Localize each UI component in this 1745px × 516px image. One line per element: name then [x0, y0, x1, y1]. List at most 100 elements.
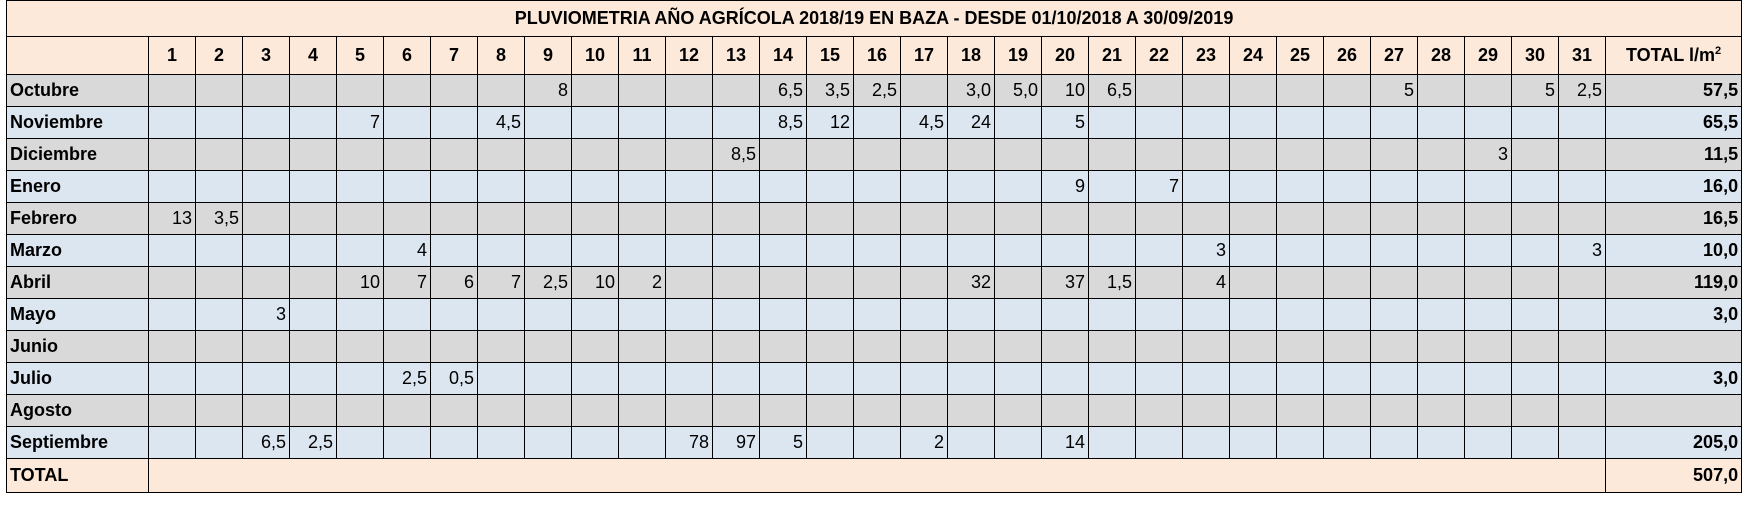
rain-cell	[383, 202, 431, 235]
rain-cell	[1417, 426, 1465, 459]
rain-cell	[524, 138, 572, 171]
rain-cell: 37	[1041, 266, 1089, 299]
rain-cell	[477, 170, 525, 203]
rain-cell: 3	[1464, 138, 1512, 171]
rain-cell: 5	[1370, 74, 1418, 107]
rain-cell	[148, 330, 196, 363]
rain-cell	[947, 394, 995, 427]
rain-cell	[242, 74, 290, 107]
rain-cell	[430, 234, 478, 267]
rain-cell	[1088, 330, 1136, 363]
rain-cell	[618, 298, 666, 331]
rain-cell	[383, 170, 431, 203]
rain-cell	[195, 266, 243, 299]
rain-cell	[853, 170, 901, 203]
rain-cell	[853, 202, 901, 235]
rain-cell	[1276, 202, 1324, 235]
month-row: Abril 10 7 6 7 2,5 10 2 32 37 1,5 4 119,0	[6, 266, 1743, 299]
rain-cell	[195, 330, 243, 363]
rain-cell	[1182, 426, 1230, 459]
rain-cell	[195, 138, 243, 171]
day-header: 1	[148, 36, 196, 75]
rain-cell	[289, 202, 337, 235]
rain-cell: 3	[1182, 234, 1230, 267]
rain-cell	[1182, 170, 1230, 203]
rain-cell	[1511, 138, 1559, 171]
rain-cell	[1370, 234, 1418, 267]
rain-cell	[1558, 298, 1606, 331]
rain-cell	[383, 298, 431, 331]
rain-cell	[1276, 74, 1324, 107]
rain-cell	[806, 138, 854, 171]
rain-cell	[1135, 138, 1183, 171]
rain-cell	[1417, 330, 1465, 363]
rain-cell: 4,5	[900, 106, 948, 139]
rain-cell	[1229, 298, 1277, 331]
rain-cell: 0,5	[430, 362, 478, 395]
rain-cell	[1511, 106, 1559, 139]
rain-cell	[148, 106, 196, 139]
month-label: Septiembre	[6, 426, 149, 459]
month-total	[1604, 330, 1743, 363]
month-label: Febrero	[6, 202, 149, 235]
month-row: Noviembre 7 4,5 8,5 12 4,5 24 5 65,5	[6, 106, 1743, 139]
rain-cell	[1229, 138, 1277, 171]
rain-cell	[853, 106, 901, 139]
day-header: 14	[759, 36, 807, 75]
rain-cell	[947, 298, 995, 331]
rain-cell: 2,5	[1558, 74, 1606, 107]
rain-cell	[806, 170, 854, 203]
day-header: 6	[383, 36, 431, 75]
month-total: 10,0	[1604, 234, 1743, 267]
rain-cell	[195, 298, 243, 331]
rain-cell	[1558, 362, 1606, 395]
rain-cell	[1135, 394, 1183, 427]
rain-cell	[665, 394, 713, 427]
rain-cell	[1276, 394, 1324, 427]
rain-cell	[712, 74, 760, 107]
rain-cell	[900, 170, 948, 203]
total-label: TOTAL	[6, 458, 149, 493]
rain-cell	[289, 330, 337, 363]
rain-cell	[1417, 74, 1465, 107]
rain-cell	[289, 266, 337, 299]
month-row: Marzo 4 3 3 10,0	[6, 234, 1743, 267]
rain-cell	[383, 330, 431, 363]
rain-cell	[712, 298, 760, 331]
rain-cell	[900, 74, 948, 107]
rain-cell	[806, 362, 854, 395]
rain-cell	[336, 74, 384, 107]
rain-cell	[665, 106, 713, 139]
day-header: 23	[1182, 36, 1230, 75]
rain-cell	[900, 234, 948, 267]
rain-cell	[195, 426, 243, 459]
rain-cell	[1417, 298, 1465, 331]
rain-cell: 3,5	[806, 74, 854, 107]
day-header: 19	[994, 36, 1042, 75]
rain-cell	[1229, 202, 1277, 235]
rain-cell	[947, 362, 995, 395]
rain-cell	[759, 170, 807, 203]
day-header: 4	[289, 36, 337, 75]
rain-cell	[336, 426, 384, 459]
rain-cell	[712, 266, 760, 299]
rain-cell: 10	[1041, 74, 1089, 107]
rain-cell: 5	[1511, 74, 1559, 107]
rain-cell	[900, 298, 948, 331]
rain-cell	[477, 330, 525, 363]
rain-cell	[900, 330, 948, 363]
rain-cell	[1041, 394, 1089, 427]
rain-cell	[1558, 202, 1606, 235]
rain-cell	[1417, 202, 1465, 235]
day-header: 13	[712, 36, 760, 75]
rain-cell	[900, 138, 948, 171]
rain-cell	[806, 298, 854, 331]
rain-cell	[289, 234, 337, 267]
rain-cell	[665, 170, 713, 203]
rain-cell	[571, 74, 619, 107]
rain-cell	[242, 138, 290, 171]
rain-cell	[1229, 170, 1277, 203]
rain-cell	[1135, 266, 1183, 299]
month-row: Diciembre 8,5 3 11,5	[6, 138, 1743, 171]
month-row: Agosto	[6, 394, 1743, 427]
